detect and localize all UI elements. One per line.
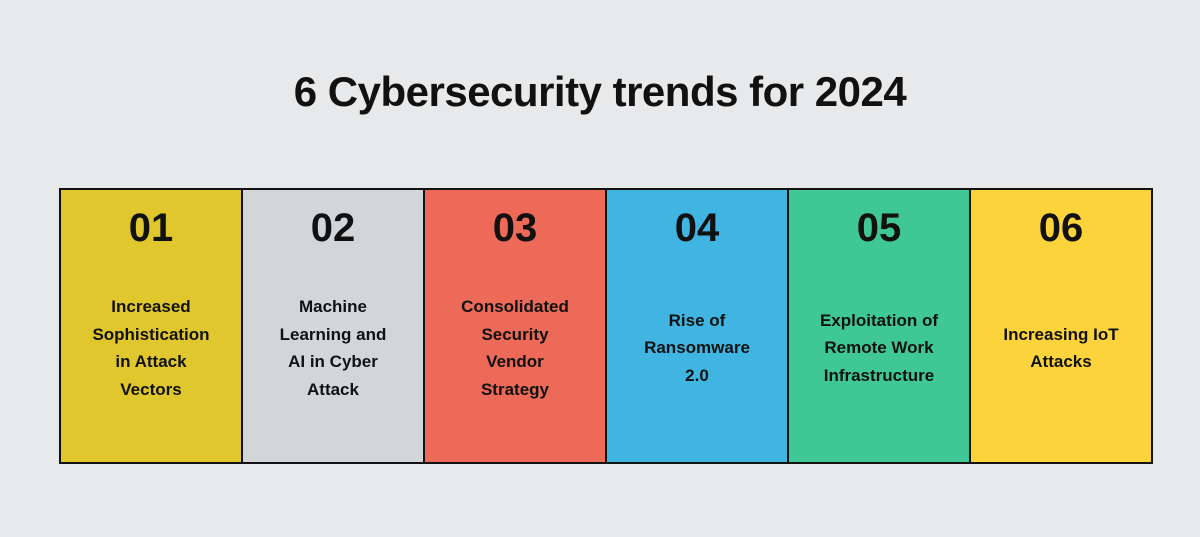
trend-card-2: 02 Machine Learning and AI in Cyber Atta… [243, 188, 425, 464]
trend-card-5: 05 Exploitation of Remote Work Infrastru… [789, 188, 971, 464]
card-number: 02 [310, 206, 356, 250]
card-text: Consolidated Security Vendor Strategy [461, 297, 569, 399]
trend-card-4: 04 Rise of Ransomware 2.0 [607, 188, 789, 464]
card-text: Exploitation of Remote Work Infrastructu… [819, 310, 939, 385]
card-number: 04 [674, 206, 720, 250]
trend-card-3: 03 Consolidated Security Vendor Strategy [425, 188, 607, 464]
card-number: 05 [856, 206, 902, 250]
card-text: Machine Learning and AI in Cyber Attack [279, 297, 387, 399]
card-text: Increased Sophistication in Attack Vecto… [92, 297, 210, 399]
trend-card-6: 06 Increasing IoT Attacks [971, 188, 1153, 464]
cards-row: 01 Increased Sophistication in Attack Ve… [59, 188, 1153, 464]
card-number: 03 [492, 206, 538, 250]
card-number: 01 [128, 206, 174, 250]
card-number: 06 [1038, 206, 1084, 250]
page-title: 6 Cybersecurity trends for 2024 [293, 68, 907, 115]
card-text: Rise of Ransomware 2.0 [644, 310, 750, 385]
card-text: Increasing IoT Attacks [1003, 324, 1119, 372]
trend-card-1: 01 Increased Sophistication in Attack Ve… [59, 188, 243, 464]
